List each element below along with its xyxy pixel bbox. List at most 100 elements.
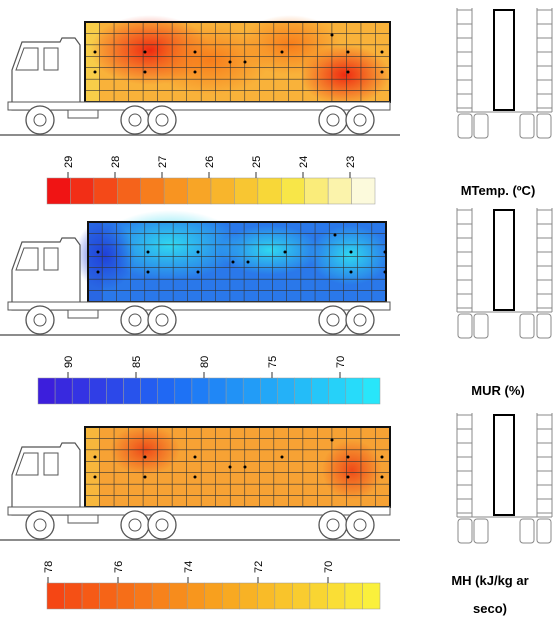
colorbar-cell — [362, 377, 381, 405]
rear-wheel — [519, 113, 535, 139]
hot-spot — [150, 25, 270, 95]
colorbar-cell — [274, 582, 293, 610]
rear-wheel — [457, 313, 473, 339]
tick-label: 28 — [110, 156, 122, 168]
rear-wheel — [457, 518, 473, 544]
sensor — [333, 233, 337, 237]
colorbar-cell — [225, 377, 244, 405]
sensor — [228, 60, 232, 64]
sensor — [349, 250, 353, 254]
colorbar-cell — [257, 177, 282, 205]
tick-label: 72 — [253, 561, 265, 573]
colorbar-cell — [311, 377, 329, 405]
sensor — [246, 260, 250, 264]
colorbar-cell — [106, 377, 124, 405]
sensor — [96, 270, 100, 274]
sensor — [193, 70, 197, 74]
colorbar-cell — [281, 177, 305, 205]
sensor — [143, 455, 147, 459]
hub — [326, 518, 340, 532]
hot-spot — [322, 440, 382, 500]
sensor — [243, 60, 247, 64]
cab — [11, 237, 81, 311]
tick-label: 85 — [131, 356, 143, 368]
sensor — [380, 455, 384, 459]
hub — [33, 518, 47, 532]
sensor — [143, 475, 147, 479]
sensor — [383, 270, 387, 274]
colorbar-cell — [304, 177, 329, 205]
hub — [353, 313, 367, 327]
trailer-edge — [85, 427, 99, 507]
panel: 90 85 80 75 70 MUR (%) — [0, 208, 553, 405]
tick-label: 78 — [43, 561, 55, 573]
sensor — [231, 260, 235, 264]
colorbar-cell — [186, 582, 205, 610]
sensor — [143, 70, 147, 74]
colorbar-cell — [64, 582, 83, 610]
hot-spot — [220, 225, 320, 275]
chassis — [7, 506, 391, 516]
panel-label: MUR (%) — [471, 383, 524, 398]
sensor — [346, 50, 350, 54]
colorbar-cell — [362, 582, 381, 610]
colorbar-cell — [140, 377, 158, 405]
colorbar-cell — [37, 377, 56, 405]
step — [67, 109, 99, 119]
tick-label: 75 — [267, 356, 279, 368]
sensor — [280, 50, 284, 54]
tick-label: 23 — [345, 156, 357, 168]
colorbar-cell — [151, 582, 170, 610]
colorbar-cell — [277, 377, 295, 405]
colorbar-cell — [234, 177, 259, 205]
colorbar-cell — [327, 177, 352, 205]
colorbar-cell — [191, 377, 210, 405]
chassis — [7, 301, 391, 311]
colorbar-cell — [117, 177, 141, 205]
colorbar-cell — [208, 377, 227, 405]
hub — [155, 518, 169, 532]
colorbar-cell — [210, 177, 235, 205]
hot-spot — [75, 220, 135, 290]
rear-wheel — [457, 113, 473, 139]
step — [67, 514, 99, 524]
panel: 29 28 27 26 25 24 23 MTemp. (ºC) — [0, 8, 553, 205]
sensor — [193, 50, 197, 54]
colorbar-cell — [157, 377, 176, 405]
colorbar-cell — [70, 177, 95, 205]
sensor — [346, 70, 350, 74]
sensor — [346, 455, 350, 459]
sensor — [349, 270, 353, 274]
cab-window — [43, 47, 59, 71]
hub — [33, 113, 47, 127]
colorbar-cell — [89, 377, 107, 405]
cab-window — [43, 247, 59, 271]
hub — [326, 313, 340, 327]
tick-label: 25 — [251, 156, 263, 168]
sensor — [143, 50, 147, 54]
tick-label: 24 — [298, 156, 310, 168]
colorbar-cell — [134, 582, 153, 610]
colorbar-cell — [239, 582, 258, 610]
colorbar-cell — [46, 582, 65, 610]
label-line: seco) — [473, 601, 507, 616]
colorbar-cell — [54, 377, 73, 405]
rear-wheel — [519, 313, 535, 339]
colorbar-cell — [260, 377, 278, 405]
sensor — [383, 250, 387, 254]
rear-wheel — [473, 313, 489, 339]
colorbar-cell — [169, 582, 188, 610]
colorbar-cell — [46, 177, 71, 205]
sensor — [283, 250, 287, 254]
colorbar-cell — [242, 377, 261, 405]
cab-window — [15, 452, 39, 476]
sensor — [380, 70, 384, 74]
colorbar-cell — [187, 177, 212, 205]
colorbar-cell — [174, 377, 193, 405]
sensor — [346, 475, 350, 479]
step — [67, 309, 99, 319]
sensor — [146, 270, 150, 274]
hub — [353, 113, 367, 127]
colorbar-cell — [351, 177, 376, 205]
